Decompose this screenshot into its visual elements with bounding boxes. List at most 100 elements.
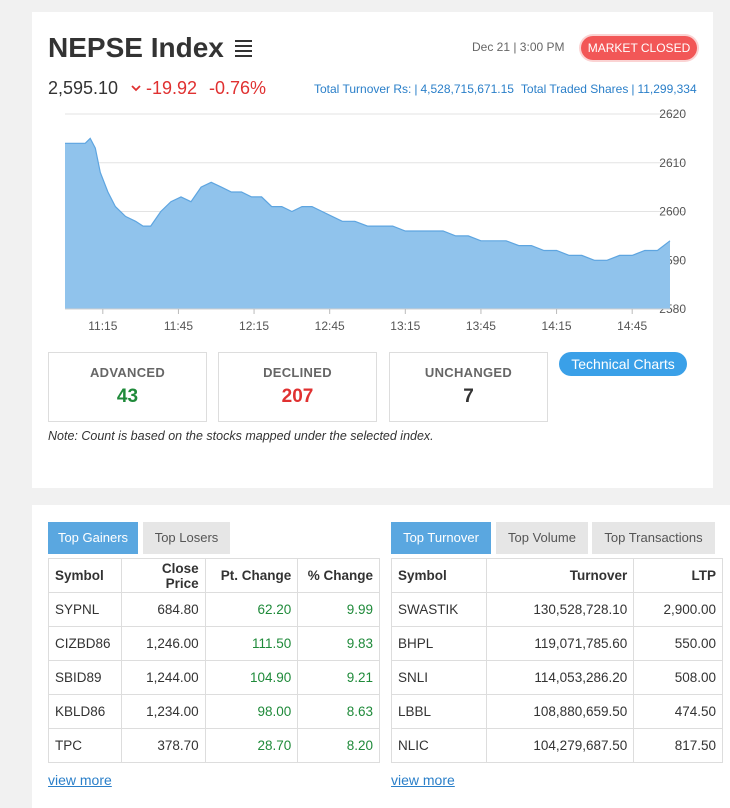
cell-percent-change: 9.99 bbox=[297, 592, 380, 627]
cell-pt-change: 104.90 bbox=[204, 660, 299, 695]
cell-turnover: 108,880,659.50 bbox=[485, 694, 635, 729]
cell-symbol[interactable]: SWASTIK bbox=[391, 592, 487, 627]
advanced-label: ADVANCED bbox=[89, 365, 166, 380]
cell-symbol[interactable]: SBID89 bbox=[48, 660, 122, 695]
header-pt-change: Pt. Change bbox=[204, 558, 299, 593]
area-fill bbox=[65, 138, 670, 309]
cell-ltp: 508.00 bbox=[633, 660, 723, 695]
page-title: NEPSE Index bbox=[48, 32, 224, 63]
table-row[interactable]: LBBL 108,880,659.50 474.50 bbox=[391, 694, 723, 729]
table-row[interactable]: SNLI 114,053,286.20 508.00 bbox=[391, 660, 723, 695]
cell-close-price: 1,234.00 bbox=[120, 694, 206, 729]
header-percent-change: % Change bbox=[297, 558, 380, 593]
table-header-row: Symbol Turnover LTP bbox=[391, 558, 723, 593]
x-tick-label: 12:45 bbox=[315, 319, 345, 333]
cell-turnover: 104,279,687.50 bbox=[485, 728, 635, 763]
cell-turnover: 130,528,728.10 bbox=[485, 592, 635, 627]
cell-symbol[interactable]: BHPL bbox=[391, 626, 487, 661]
index-summary-card: NEPSE Index Dec 21 | 3:00 PM MARKET CLOS… bbox=[32, 12, 713, 488]
table-row[interactable]: SBID89 1,244.00 104.90 9.21 bbox=[48, 660, 380, 695]
cell-ltp: 2,900.00 bbox=[633, 592, 723, 627]
cell-close-price: 684.80 bbox=[120, 592, 206, 627]
x-tick-label: 11:15 bbox=[88, 319, 117, 333]
technical-charts-button[interactable]: Technical Charts bbox=[559, 352, 687, 376]
tab-top-turnover[interactable]: Top Turnover bbox=[391, 522, 491, 554]
top-gainers-table: Symbol Close Price Pt. Change % Change S… bbox=[48, 558, 380, 763]
cell-percent-change: 9.83 bbox=[297, 626, 380, 661]
tab-top-gainers[interactable]: Top Gainers bbox=[48, 522, 138, 554]
table-row[interactable]: NLIC 104,279,687.50 817.50 bbox=[391, 728, 723, 763]
cell-ltp: 817.50 bbox=[633, 728, 723, 763]
index-value: 2,595.10 bbox=[48, 78, 119, 98]
movers-card: Top Gainers Top Losers Symbol Close Pric… bbox=[32, 505, 730, 808]
percent-change: -0.76% bbox=[209, 78, 267, 98]
table-row[interactable]: SWASTIK 130,528,728.10 2,900.00 bbox=[391, 592, 723, 627]
table-row[interactable]: BHPL 119,071,785.60 550.00 bbox=[391, 626, 723, 661]
tab-top-losers[interactable]: Top Losers bbox=[143, 522, 230, 554]
series-line bbox=[65, 137, 671, 261]
cell-ltp: 474.50 bbox=[633, 694, 723, 729]
x-tick-label: 13:15 bbox=[390, 319, 420, 333]
table-row[interactable]: CIZBD86 1,246.00 111.50 9.83 bbox=[48, 626, 380, 661]
x-tick-label: 13:45 bbox=[466, 319, 496, 333]
cell-pt-change: 62.20 bbox=[204, 592, 299, 627]
unchanged-label: UNCHANGED bbox=[424, 365, 513, 380]
table-header-row: Symbol Close Price Pt. Change % Change bbox=[48, 558, 380, 593]
header-ltp: LTP bbox=[633, 558, 723, 593]
advanced-count: 43 bbox=[116, 386, 139, 407]
traded-shares-value: 11,299,334 bbox=[637, 82, 697, 96]
chevron-down-icon bbox=[131, 85, 141, 92]
turnover-value: 4,528,715,671.15 bbox=[420, 82, 514, 96]
menu-icon[interactable] bbox=[235, 40, 252, 57]
x-tick-label: 14:45 bbox=[617, 319, 647, 333]
declined-count-box: DECLINED 207 bbox=[218, 352, 377, 422]
cell-close-price: 1,244.00 bbox=[120, 660, 206, 695]
cell-close-price: 378.70 bbox=[120, 728, 206, 763]
cell-percent-change: 8.20 bbox=[297, 728, 380, 763]
header-turnover: Turnover bbox=[485, 558, 635, 593]
cell-symbol[interactable]: TPC bbox=[48, 728, 122, 763]
cell-pt-change: 98.00 bbox=[204, 694, 299, 729]
traded-shares-label: Total Traded Shares bbox=[520, 82, 629, 96]
tab-top-volume[interactable]: Top Volume bbox=[496, 522, 588, 554]
declined-label: DECLINED bbox=[263, 365, 332, 380]
gainers-view-more-link[interactable]: view more bbox=[48, 772, 112, 788]
unchanged-count-box: UNCHANGED 7 bbox=[389, 352, 548, 422]
market-datetime: Dec 21 | 3:00 PM bbox=[472, 40, 565, 54]
x-tick-label: 14:15 bbox=[542, 319, 572, 333]
table-row[interactable]: SYPNL 684.80 62.20 9.99 bbox=[48, 592, 380, 627]
cell-pt-change: 28.70 bbox=[204, 728, 299, 763]
turnover-view-more-link[interactable]: view more bbox=[391, 772, 455, 788]
declined-count: 207 bbox=[281, 386, 314, 407]
cell-pt-change: 111.50 bbox=[204, 626, 299, 661]
cell-close-price: 1,246.00 bbox=[120, 626, 206, 661]
cell-turnover: 114,053,286.20 bbox=[485, 660, 635, 695]
y-tick-label: 2600 bbox=[659, 205, 686, 219]
turnover-stats: Total Turnover Rs: | 4,528,715,671.15 Total… bbox=[314, 82, 697, 96]
cell-turnover: 119,071,785.60 bbox=[485, 626, 635, 661]
top-turnover-table: Symbol Turnover LTP SWASTIK 130,528,728.1… bbox=[391, 558, 723, 763]
cell-symbol[interactable]: LBBL bbox=[391, 694, 487, 729]
cell-percent-change: 8.63 bbox=[297, 694, 380, 729]
table-row[interactable]: TPC 378.70 28.70 8.20 bbox=[48, 728, 380, 763]
cell-symbol[interactable]: NLIC bbox=[391, 728, 487, 763]
cell-percent-change: 9.21 bbox=[297, 660, 380, 695]
cell-symbol[interactable]: CIZBD86 bbox=[48, 626, 122, 661]
advanced-count-box: ADVANCED 43 bbox=[48, 352, 207, 422]
cell-symbol[interactable]: SYPNL bbox=[48, 592, 122, 627]
header-symbol: Symbol bbox=[48, 558, 122, 593]
cell-symbol[interactable]: KBLD86 bbox=[48, 694, 122, 729]
turnover-label: Total Turnover Rs: bbox=[314, 82, 412, 96]
y-tick-label: 2610 bbox=[659, 156, 686, 170]
tab-top-transactions[interactable]: Top Transactions bbox=[592, 522, 715, 554]
unchanged-count: 7 bbox=[463, 386, 474, 407]
table-row[interactable]: KBLD86 1,234.00 98.00 8.63 bbox=[48, 694, 380, 729]
header-symbol: Symbol bbox=[391, 558, 487, 593]
cell-ltp: 550.00 bbox=[633, 626, 723, 661]
x-tick-label: 11:45 bbox=[164, 319, 193, 333]
header-close-price: Close Price bbox=[120, 558, 206, 593]
count-note: Note: Count is based on the stocks mappe… bbox=[48, 429, 434, 443]
market-status-badge: MARKET CLOSED bbox=[581, 36, 697, 60]
cell-symbol[interactable]: SNLI bbox=[391, 660, 487, 695]
